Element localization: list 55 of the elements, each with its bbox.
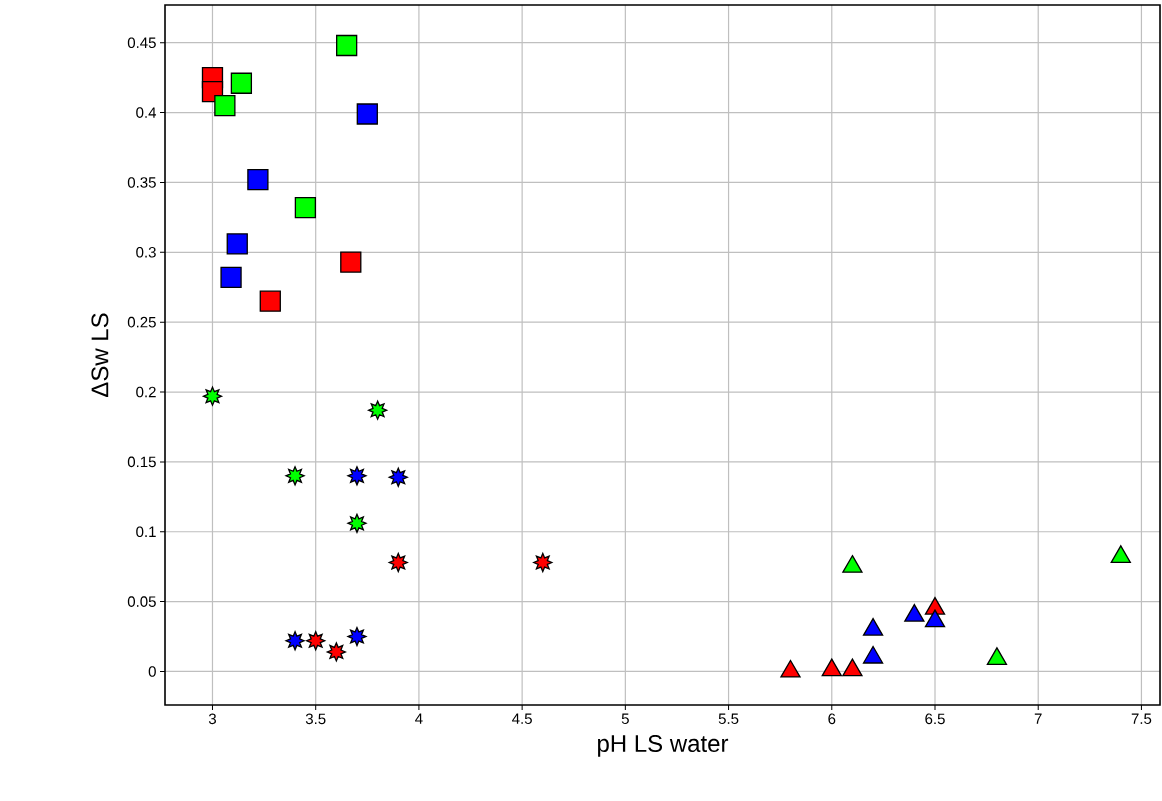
point <box>533 552 553 573</box>
point <box>780 659 801 678</box>
point <box>336 34 358 57</box>
point <box>285 631 305 651</box>
y-tick-label: 0.15 <box>127 456 156 468</box>
point <box>347 626 367 647</box>
point <box>388 552 408 573</box>
x-axis-title: pH LS water <box>598 735 729 757</box>
point <box>285 466 305 486</box>
point <box>220 266 242 289</box>
point <box>904 603 925 622</box>
point <box>306 631 326 651</box>
x-tick-label: 4 <box>415 713 423 724</box>
x-tick-label: 4.5 <box>512 713 532 724</box>
point <box>924 609 946 628</box>
x-tick-label: 3.5 <box>305 713 326 725</box>
y-tick-label: 0 <box>148 666 156 677</box>
point <box>326 642 346 662</box>
y-tick-label: 0.1 <box>136 526 156 538</box>
y-tick-label: 0.45 <box>127 37 156 49</box>
x-tick-label: 5.5 <box>718 713 739 724</box>
y-tick-label: 0.25 <box>127 316 156 328</box>
point <box>924 596 946 615</box>
x-tick-label: 5 <box>621 713 629 724</box>
point <box>202 386 223 406</box>
point <box>347 466 367 486</box>
point <box>367 400 388 420</box>
x-tick-label: 7 <box>1034 713 1042 724</box>
point <box>986 647 1008 666</box>
y-tick-label: 0.3 <box>136 246 156 258</box>
point <box>294 196 317 219</box>
point <box>347 513 367 534</box>
point <box>388 467 408 487</box>
x-tick-label: 6 <box>828 713 836 725</box>
point <box>259 290 281 312</box>
x-tick-label: 3 <box>208 713 216 725</box>
point <box>340 251 362 273</box>
point <box>214 94 236 117</box>
point <box>862 645 884 664</box>
y-tick-label: 0.4 <box>136 107 157 118</box>
point <box>842 555 863 573</box>
point <box>356 103 378 125</box>
y-tick-label: 0.05 <box>127 596 156 607</box>
point <box>1110 545 1131 564</box>
x-tick-label: 6.5 <box>925 713 945 725</box>
point <box>821 658 842 677</box>
point <box>226 233 248 255</box>
x-tick-label: 7.5 <box>1131 713 1152 724</box>
y-axis-title: ΔSw LS <box>91 313 109 397</box>
point <box>862 617 884 636</box>
point <box>247 169 269 191</box>
y-tick-label: 0.35 <box>127 177 156 188</box>
point <box>230 72 253 94</box>
point <box>842 658 863 677</box>
y-tick-label: 0.2 <box>136 386 156 398</box>
